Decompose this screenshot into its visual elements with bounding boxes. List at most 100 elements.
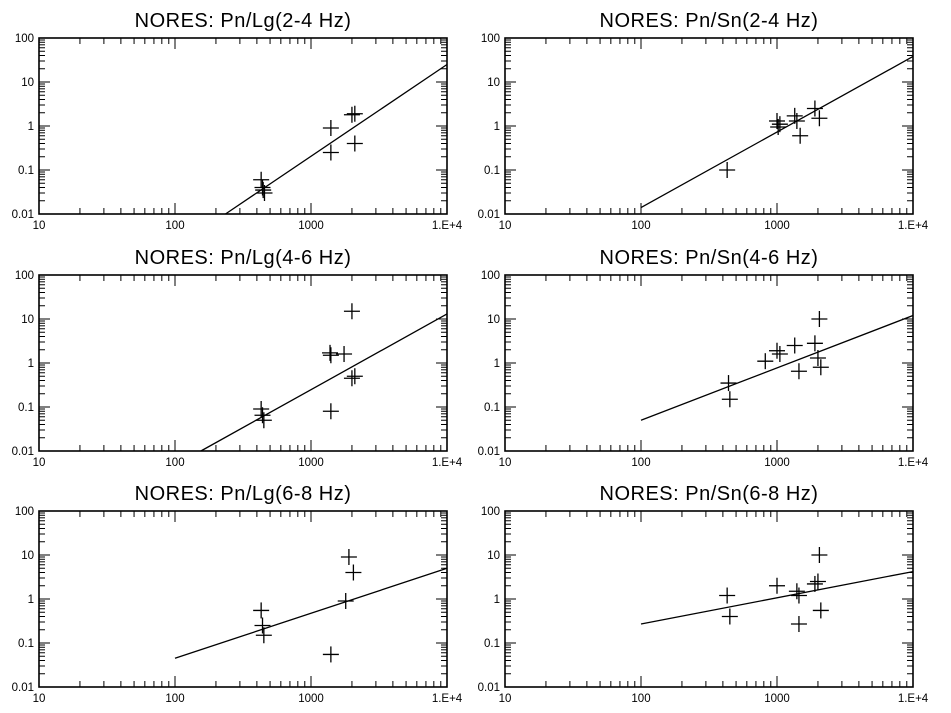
- data-point: [769, 577, 785, 594]
- data-point: [806, 335, 823, 352]
- chart-title: NORES: Pn/Sn(6-8 Hz): [600, 483, 819, 505]
- data-point: [769, 342, 785, 359]
- fit-line: [200, 313, 448, 452]
- data-point: [788, 583, 805, 600]
- data-point: [322, 344, 339, 361]
- chart-panel-pn-sn-4-6: NORES: Pn/Sn(4-6 Hz) 10 100 1000 1.E+4 0.01 0.…: [478, 247, 929, 469]
- chart-title: NORES: Pn/Sn(4-6 Hz): [600, 247, 819, 269]
- data-point: [346, 135, 363, 152]
- y-tick-label: 0.1: [18, 638, 34, 650]
- data-point: [720, 375, 737, 392]
- x-tick-label: 10: [33, 693, 46, 705]
- chart-panel-pn-lg-2-4: NORES: Pn/Lg(2-4 Hz) 10 100 1000 1.E+4 0.01 0.…: [12, 10, 463, 232]
- y-tick-label: 0.1: [18, 402, 34, 414]
- y-tick-label: 0.01: [478, 446, 500, 458]
- data-point: [721, 608, 738, 625]
- data-point: [719, 587, 736, 604]
- data-point: [806, 575, 823, 592]
- chart-title: NORES: Pn/Sn(2-4 Hz): [600, 10, 819, 32]
- data-point: [346, 105, 363, 122]
- y-tick-label: 100: [15, 270, 34, 282]
- data-point: [812, 359, 829, 376]
- y-tick-label: 0.01: [12, 446, 34, 458]
- data-point: [788, 112, 805, 129]
- y-tick-label: 1: [28, 594, 34, 606]
- y-tick-label: 100: [481, 33, 500, 45]
- data-point: [790, 363, 807, 380]
- x-tick-label: 10: [33, 220, 46, 232]
- y-tick-label: 0.1: [484, 638, 500, 650]
- x-tick-label: 10: [33, 457, 46, 469]
- x-tick-label: 100: [165, 457, 184, 469]
- y-tick-label: 10: [21, 550, 34, 562]
- y-tick-label: 0.01: [478, 209, 500, 221]
- data-point: [256, 185, 273, 202]
- y-tick-label: 1: [494, 594, 500, 606]
- x-tick-label: 1000: [764, 457, 790, 469]
- y-tick-label: 10: [487, 77, 500, 89]
- data-point: [721, 391, 738, 408]
- x-tick-label: 1000: [298, 220, 324, 232]
- data-point: [255, 412, 272, 429]
- y-tick-label: 0.1: [18, 165, 34, 177]
- data-point: [336, 346, 353, 363]
- x-tick-label: 1000: [764, 220, 790, 232]
- data-point: [253, 171, 270, 188]
- data-point: [253, 401, 270, 418]
- data-point: [809, 349, 826, 366]
- x-tick-label: 1.E+4: [432, 457, 463, 469]
- x-tick-label: 1000: [298, 693, 324, 705]
- y-tick-label: 0.1: [484, 402, 500, 414]
- y-tick-label: 0.01: [12, 682, 34, 694]
- y-tick-label: 0.01: [478, 682, 500, 694]
- y-tick-label: 100: [481, 270, 500, 282]
- data-point: [255, 182, 272, 199]
- data-point: [770, 118, 787, 135]
- fit-line: [640, 570, 914, 625]
- data-point: [255, 627, 272, 644]
- data-point: [811, 547, 828, 563]
- data-point: [771, 116, 788, 133]
- x-tick-label: 1.E+4: [898, 220, 929, 232]
- x-tick-label: 100: [631, 220, 650, 232]
- data-point: [322, 347, 339, 364]
- y-tick-label: 1: [28, 121, 34, 133]
- y-tick-label: 10: [487, 550, 500, 562]
- x-tick-label: 100: [631, 457, 650, 469]
- data-point: [343, 106, 360, 123]
- data-point: [757, 353, 774, 370]
- data-point: [253, 602, 270, 619]
- data-point: [343, 303, 360, 320]
- data-point: [769, 112, 785, 129]
- x-tick-label: 1.E+4: [898, 693, 929, 705]
- fit-line: [640, 55, 914, 209]
- data-point: [771, 346, 788, 363]
- chart-title: NORES: Pn/Lg(6-8 Hz): [135, 483, 352, 505]
- chart-panel-pn-sn-2-4: NORES: Pn/Sn(2-4 Hz) 10 100 1000 1.E+4 0.01 0.…: [478, 10, 929, 232]
- data-point: [811, 311, 828, 327]
- data-point: [811, 110, 828, 127]
- y-tick-label: 100: [15, 33, 34, 45]
- data-point: [792, 127, 809, 144]
- x-tick-label: 1.E+4: [432, 220, 463, 232]
- data-point: [790, 616, 807, 633]
- y-tick-label: 1: [494, 121, 500, 133]
- data-point: [322, 646, 339, 663]
- data-point: [340, 549, 357, 566]
- data-point: [345, 564, 362, 581]
- x-tick-label: 10: [499, 693, 512, 705]
- x-tick-label: 100: [631, 693, 650, 705]
- data-point: [809, 573, 826, 590]
- chart-panel-pn-lg-6-8: NORES: Pn/Lg(6-8 Hz) 10 100 1000 1.E+4 0.01 0.…: [12, 483, 463, 705]
- x-tick-label: 1000: [298, 457, 324, 469]
- fit-line: [640, 314, 914, 421]
- chart-title: NORES: Pn/Lg(2-4 Hz): [135, 10, 352, 32]
- data-point: [806, 100, 823, 117]
- y-tick-label: 1: [28, 358, 34, 370]
- y-tick-label: 0.01: [12, 209, 34, 221]
- data-point: [322, 120, 339, 137]
- y-tick-label: 10: [21, 77, 34, 89]
- data-point: [254, 617, 271, 634]
- fit-line: [174, 567, 448, 659]
